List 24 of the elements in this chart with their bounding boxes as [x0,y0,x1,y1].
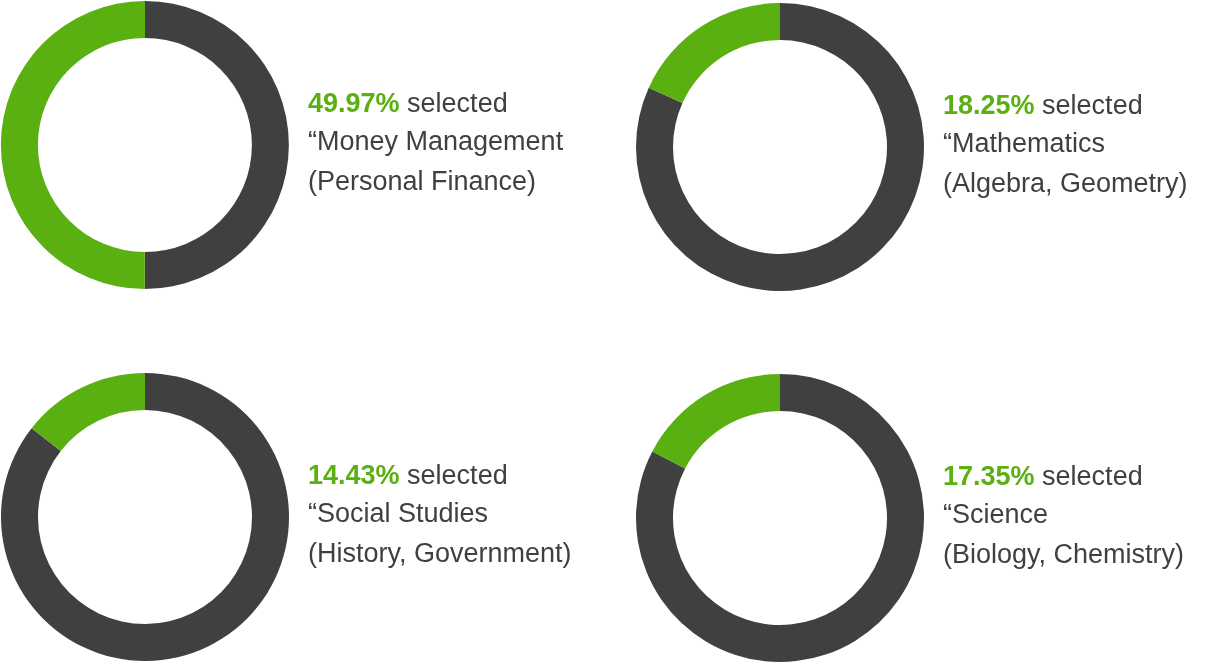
text: “Science [943,499,1049,529]
text: 17.35% [943,461,1035,491]
text: (Biology, Chemistry) [943,539,1185,569]
text: (History, Government) [308,538,572,568]
donut-slice [1,373,289,661]
text: selected [1034,90,1143,120]
donut-slice [652,374,780,469]
text: selected [399,88,508,118]
donut-slice [144,1,289,289]
text: 18.25% [943,90,1035,120]
text: 14.43% [308,460,400,490]
text: “Mathematics [943,128,1106,158]
donut-slice [31,373,145,452]
text: (Personal Finance) [308,166,537,196]
donut-slice [648,3,780,103]
text: “Social Studies [308,498,489,528]
donut-slice [636,374,924,662]
text: “Money Management [308,126,564,156]
donut-slice [1,1,145,289]
text: (Algebra, Geometry) [943,168,1188,198]
text: 49.97% [308,88,400,118]
text: selected [1034,461,1143,491]
donut-slice [636,3,924,291]
text: selected [399,460,508,490]
